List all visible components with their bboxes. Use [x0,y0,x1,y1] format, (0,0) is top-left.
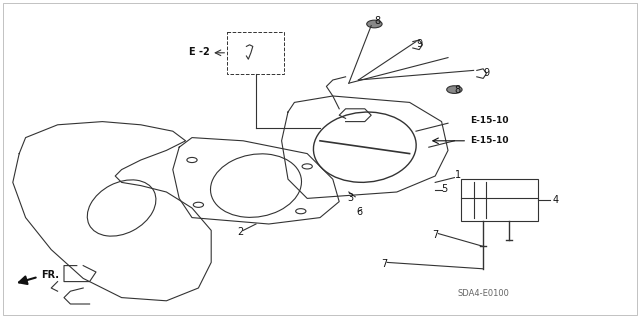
Text: SDA4-E0100: SDA4-E0100 [457,289,509,298]
Circle shape [447,86,462,93]
Text: 3: 3 [348,193,354,203]
Circle shape [367,20,382,28]
Bar [461,179,538,221]
Text: E-15-10: E-15-10 [470,116,509,125]
Text: 8: 8 [454,85,461,95]
Text: E -2: E -2 [189,47,209,57]
Text: 6: 6 [356,207,363,217]
Bar [227,32,284,74]
Text: 5: 5 [442,184,448,195]
Text: FR.: FR. [42,269,60,280]
Text: 7: 7 [381,259,387,269]
Text: 1: 1 [454,170,461,180]
Text: 9: 9 [416,39,422,49]
Text: 7: 7 [432,230,438,240]
Text: 9: 9 [483,68,490,78]
Text: 4: 4 [552,195,559,205]
Text: 8: 8 [374,16,381,26]
Text: 2: 2 [237,227,243,237]
Text: E-15-10: E-15-10 [470,136,509,145]
